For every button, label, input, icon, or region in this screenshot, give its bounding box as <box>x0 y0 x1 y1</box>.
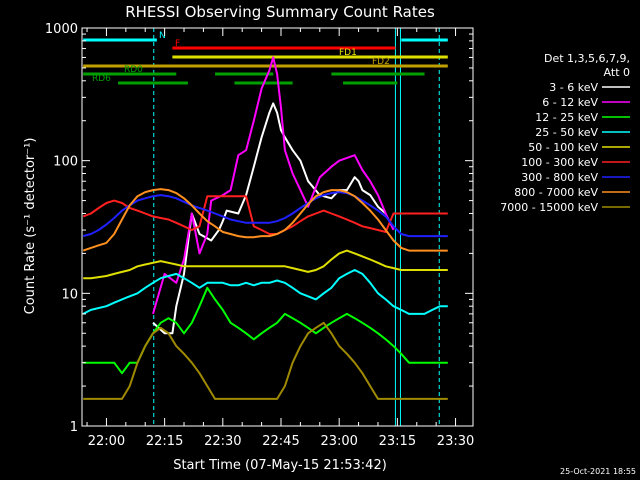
x-tick-label: 22:00 <box>88 434 125 449</box>
x-tick-label: 22:15 <box>146 434 183 449</box>
series-line-1 <box>152 56 395 315</box>
legend-item-label: 800 - 7000 keV <box>514 186 598 199</box>
state-label-fd1: FD1 <box>339 48 357 58</box>
state-label-n: N <box>159 31 166 41</box>
state-label-rd0: RD0 <box>124 65 143 75</box>
legend-item-label: 12 - 25 keV <box>535 111 598 124</box>
legend: Det 1,3,5,6,7,9,Att 0 3 - 6 keV 6 - 12 keV… <box>500 52 630 214</box>
state-label-f: F <box>175 39 180 49</box>
legend-item-label: 50 - 100 keV <box>528 141 598 154</box>
y-tick-label: 10 <box>61 287 78 302</box>
x-axis-label: Start Time (07-May-15 21:53:42) <box>173 458 387 473</box>
state-label-fd2: FD2 <box>372 57 390 67</box>
y-tick-label: 1000 <box>45 22 78 37</box>
series-line-6 <box>82 191 448 238</box>
legend-item-label: 7000 - 15000 keV <box>500 201 598 214</box>
legend-header: Att 0 <box>604 66 630 79</box>
y-tick-label: 1 <box>70 420 78 435</box>
state-label-rd6: RD6 <box>92 74 111 84</box>
chart-title: RHESSI Observing Summary Count Rates <box>125 3 435 21</box>
series-line-3 <box>82 269 448 315</box>
x-tick-label: 23:30 <box>437 434 474 449</box>
legend-item-label: 6 - 12 keV <box>542 96 598 109</box>
series-line-0 <box>152 102 387 335</box>
x-tick-label: 22:45 <box>262 434 299 449</box>
x-tick-label: 22:30 <box>204 434 241 449</box>
series-line-7 <box>82 188 448 252</box>
plot-frame <box>81 27 474 427</box>
generated-timestamp: 25-Oct-2021 18:55 <box>560 467 636 476</box>
y-axis-label: Count Rate (s⁻¹ detector⁻¹) <box>23 138 38 315</box>
legend-item-label: 300 - 800 keV <box>521 171 598 184</box>
series-line-4 <box>83 249 448 280</box>
legend-item-label: 25 - 50 keV <box>535 126 598 139</box>
legend-header: Det 1,3,5,6,7,9, <box>544 52 630 65</box>
legend-item-label: 3 - 6 keV <box>549 81 598 94</box>
series-line-8 <box>83 321 448 400</box>
x-tick-label: 23:00 <box>320 434 357 449</box>
y-tick-label: 100 <box>53 155 78 170</box>
x-tick-label: 23:15 <box>379 434 416 449</box>
series-line-5 <box>82 195 448 235</box>
legend-item-label: 100 - 300 keV <box>521 156 598 169</box>
